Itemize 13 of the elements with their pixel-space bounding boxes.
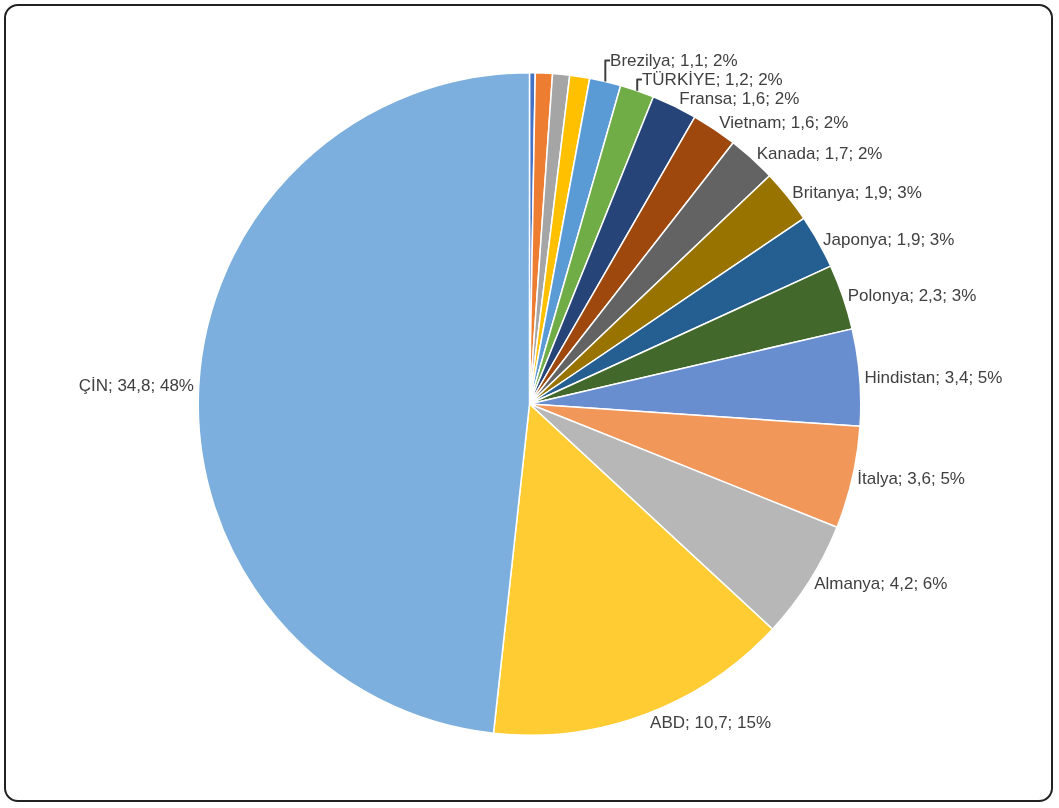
slice-label: Hindistan; 3,4; 5%: [864, 367, 1003, 387]
slice-label: Japonya; 1,9; 3%: [823, 229, 955, 249]
slice-label: Brezilya; 1,1; 2%: [610, 50, 738, 70]
slice-label: Fransa; 1,6; 2%: [679, 88, 800, 108]
slice-label: ABD; 10,7; 15%: [650, 713, 772, 733]
slice-label: Vietnam; 1,6; 2%: [719, 113, 849, 133]
slice-label: TÜRKİYE; 1,2; 2%: [641, 69, 783, 89]
slice-label: İtalya; 3,6; 5%: [857, 468, 965, 488]
slice-label: Britanya; 1,9; 3%: [792, 183, 922, 203]
slice-label: Polonya; 2,3; 3%: [847, 286, 977, 306]
slice-label: Almanya; 4,2; 6%: [814, 574, 948, 594]
slice-label: ÇİN; 34,8; 48%: [78, 376, 194, 396]
slice-label: Kanada; 1,7; 2%: [756, 143, 883, 163]
